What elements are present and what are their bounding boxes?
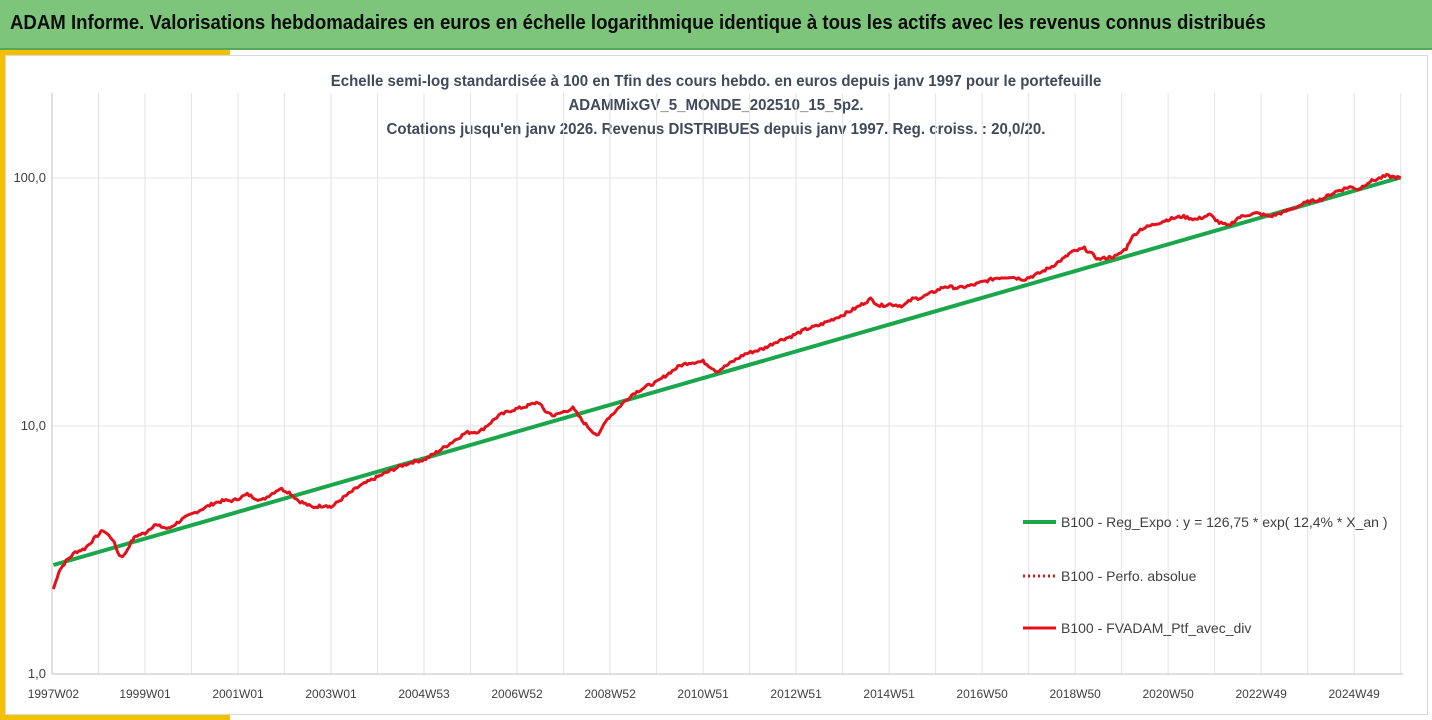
y-tick-label: 100,0 — [13, 170, 46, 185]
chart-title: Echelle semi-log standardisée à 100 en T… — [0, 70, 1432, 142]
legend-label: B100 - Perfo. absolue — [1061, 568, 1197, 584]
x-tick-label: 2006W52 — [491, 687, 543, 701]
series-line-0 — [52, 175, 1402, 567]
chart-title-line-3: Cotations jusqu'en janv 2026. Revenus DI… — [386, 121, 1046, 138]
y-tick-label: 1,0 — [28, 666, 46, 681]
chart-title-line-1: Echelle semi-log standardisée à 100 en T… — [330, 73, 1102, 90]
x-tick-label: 2022W49 — [1235, 687, 1287, 701]
x-tick-label: 2010W51 — [677, 687, 729, 701]
accent-bar-left — [0, 50, 5, 720]
legend-label: B100 - Reg_Expo : y = 126,75 * exp( 12,4… — [1061, 514, 1387, 530]
x-tick-label: 2004W53 — [398, 687, 450, 701]
x-tick-label: 2008W52 — [584, 687, 636, 701]
chart-title-line-2: ADAMMixGV_5_MONDE_202510_15_5p2. — [568, 97, 864, 114]
x-tick-label: 2001W01 — [212, 687, 264, 701]
report-header: ADAM Informe. Valorisations hebdomadaire… — [0, 0, 1432, 50]
report-title: ADAM Informe. Valorisations hebdomadaire… — [10, 12, 1266, 34]
x-tick-label: 2020W50 — [1142, 687, 1194, 701]
legend-label: B100 - FVADAM_Ptf_avec_div — [1061, 620, 1251, 636]
x-tick-label: 2016W50 — [956, 687, 1008, 701]
x-tick-label: 2024W49 — [1328, 687, 1380, 701]
x-tick-label: 1997W02 — [28, 687, 80, 701]
series-line-2 — [51, 172, 1402, 590]
x-tick-label: 2014W51 — [863, 687, 915, 701]
x-tick-label: 2012W51 — [770, 687, 822, 701]
accent-bar-bottom — [0, 714, 230, 720]
y-tick-label: 10,0 — [21, 418, 46, 433]
x-tick-label: 2003W01 — [305, 687, 357, 701]
accent-bar-top — [0, 50, 230, 55]
x-tick-label: 1999W01 — [119, 687, 171, 701]
x-tick-label: 2018W50 — [1049, 687, 1101, 701]
chart-frame — [5, 55, 1428, 715]
